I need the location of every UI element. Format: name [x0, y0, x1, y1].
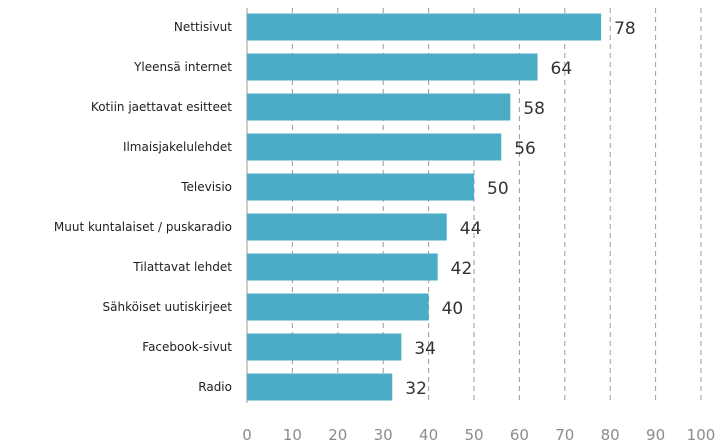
- x-tick-label: 80: [601, 426, 620, 443]
- x-tick-label: 90: [646, 426, 665, 443]
- value-label: 58: [523, 99, 545, 119]
- x-axis-ticks: 0 10 20 30 40 50 60 70 80 90 100: [242, 426, 715, 443]
- category-labels: Nettisivut Yleensä internet Kotiin jaettav…: [54, 20, 232, 394]
- bar: [247, 213, 447, 241]
- x-tick-label: 50: [464, 426, 483, 443]
- category-label: Muut kuntalaiset / puskaradio: [54, 220, 232, 234]
- value-label: 56: [514, 139, 536, 159]
- value-label: 34: [414, 339, 436, 359]
- bar: [247, 173, 474, 201]
- x-tick-label: 60: [510, 426, 529, 443]
- x-tick-label: 40: [419, 426, 438, 443]
- bar: [247, 373, 393, 401]
- category-label: Tilattavat lehdet: [132, 260, 232, 274]
- x-tick-label: 30: [374, 426, 393, 443]
- category-label: Televisio: [180, 180, 232, 194]
- category-label: Facebook-sivut: [142, 340, 232, 354]
- category-label: Radio: [198, 380, 232, 394]
- x-tick-label: 70: [555, 426, 574, 443]
- bar: [247, 13, 602, 41]
- value-label: 44: [460, 219, 482, 239]
- value-label: 78: [614, 19, 636, 39]
- x-tick-label: 0: [242, 426, 252, 443]
- x-tick-label: 20: [328, 426, 347, 443]
- category-label: Kotiin jaettavat esitteet: [91, 100, 232, 114]
- category-label: Ilmaisjakelulehdet: [123, 140, 232, 154]
- bar: [247, 293, 429, 321]
- x-tick-label: 100: [687, 426, 716, 443]
- value-label: 50: [487, 179, 509, 199]
- value-label: 64: [551, 59, 573, 79]
- category-label: Yleensä internet: [133, 60, 232, 74]
- bars: [247, 13, 602, 401]
- bar: [247, 133, 502, 161]
- category-label: Sähköiset uutiskirjeet: [103, 300, 233, 314]
- value-label: 40: [442, 299, 464, 319]
- category-label: Nettisivut: [174, 20, 232, 34]
- x-tick-label: 10: [283, 426, 302, 443]
- bar: [247, 253, 438, 281]
- value-label: 32: [405, 379, 427, 399]
- bar: [247, 333, 402, 361]
- bar: [247, 93, 511, 121]
- bar: [247, 53, 538, 81]
- value-label: 42: [451, 259, 473, 279]
